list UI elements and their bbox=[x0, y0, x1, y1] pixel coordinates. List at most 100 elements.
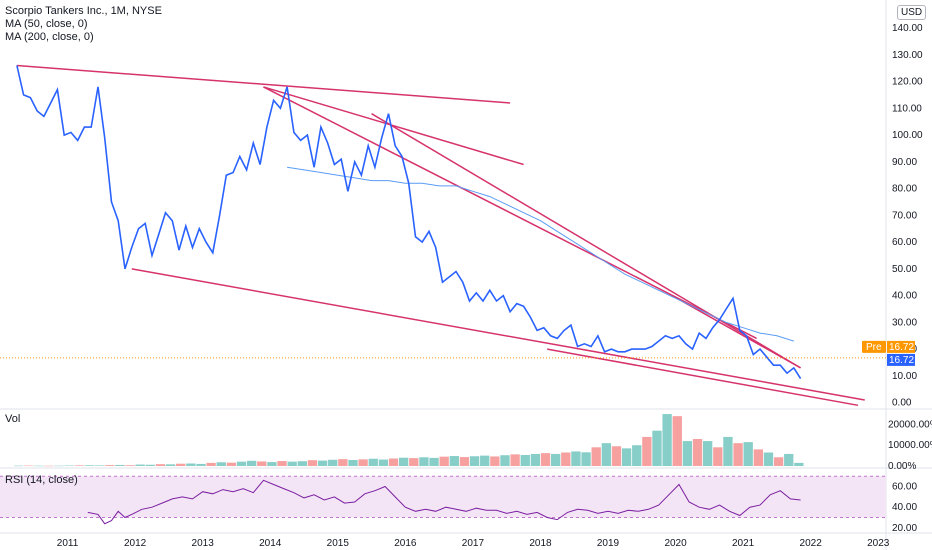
volume-bar bbox=[216, 462, 226, 466]
legend-title: Scorpio Tankers Inc., 1M, NYSE bbox=[5, 5, 162, 17]
x-tick-label: 2021 bbox=[732, 538, 755, 549]
volume-bar bbox=[94, 465, 105, 466]
volume-bar bbox=[368, 458, 378, 466]
volume-bar bbox=[145, 464, 155, 466]
rsi-line bbox=[87, 479, 801, 525]
volume-bar bbox=[672, 416, 682, 466]
rsi-band bbox=[0, 475, 886, 519]
volume-bar bbox=[317, 460, 328, 466]
volume-bar bbox=[621, 448, 632, 466]
trendline bbox=[16, 64, 511, 104]
trendline bbox=[371, 113, 801, 369]
price-tick-label: 90.00 bbox=[892, 157, 917, 168]
price-tick-label: 80.00 bbox=[892, 184, 917, 195]
price-tick-label: 50.00 bbox=[892, 264, 917, 275]
legend-rsi: RSI (14, close) bbox=[5, 474, 78, 486]
rsi-series bbox=[87, 479, 801, 525]
rsi-tick-label: 60.00 bbox=[892, 482, 917, 493]
volume-bar bbox=[571, 451, 581, 466]
price-tick-label: 60.00 bbox=[892, 237, 917, 248]
volume-bar bbox=[591, 447, 601, 466]
volume-bar bbox=[530, 453, 541, 466]
volume-bar bbox=[388, 458, 399, 466]
volume-bar bbox=[520, 454, 530, 466]
volume-bar bbox=[429, 457, 439, 466]
x-tick-label: 2017 bbox=[462, 538, 485, 549]
volume-bar bbox=[459, 457, 470, 466]
trendlines bbox=[16, 64, 865, 407]
volume-bar bbox=[13, 465, 24, 467]
pre-label-badge bbox=[862, 340, 886, 353]
volume-bar bbox=[307, 460, 318, 466]
volume-bar bbox=[784, 453, 794, 466]
volume-bar bbox=[409, 458, 419, 466]
pre-value: 16.72 bbox=[889, 342, 914, 353]
volume-bar bbox=[257, 461, 267, 466]
volume-bar bbox=[743, 442, 753, 466]
volume-bar bbox=[581, 452, 591, 466]
volume-bar bbox=[125, 465, 135, 466]
price-badges: Pre 16.72 16.72 bbox=[862, 340, 915, 366]
x-tick-label: 2019 bbox=[597, 538, 620, 549]
volume-bar bbox=[115, 464, 125, 466]
volume-bar bbox=[196, 463, 206, 466]
volume-bar bbox=[246, 460, 257, 466]
volume-bar bbox=[682, 441, 693, 466]
volume-bar bbox=[480, 455, 490, 466]
volume-bar bbox=[794, 462, 804, 466]
volume-bar bbox=[186, 463, 196, 466]
volume-bar bbox=[165, 464, 176, 466]
vol-tick-label: 0.00% bbox=[888, 461, 916, 472]
x-tick-label: 2012 bbox=[124, 538, 147, 549]
volume-bar bbox=[439, 456, 449, 466]
volume-bar bbox=[550, 453, 561, 466]
volume-bar bbox=[601, 443, 611, 466]
x-tick-label: 2011 bbox=[57, 538, 79, 549]
price-tick-label: 10.00 bbox=[892, 371, 917, 382]
volume-bar bbox=[378, 459, 389, 466]
volume-bar bbox=[713, 447, 723, 466]
price-series bbox=[0, 65, 886, 380]
volume-bar bbox=[723, 436, 733, 466]
price-tick-label: 100.00 bbox=[892, 130, 923, 141]
volume-bar bbox=[297, 461, 307, 466]
price-tick-label: 110.00 bbox=[892, 103, 922, 114]
x-tick-label: 2013 bbox=[192, 538, 215, 549]
volume-bar bbox=[490, 456, 500, 466]
x-tick-label: 2015 bbox=[327, 538, 350, 549]
ma200-line bbox=[287, 166, 794, 342]
trendline bbox=[547, 348, 859, 407]
volume-bar bbox=[34, 465, 44, 467]
volume-bar bbox=[226, 462, 237, 466]
legend-vol: Vol bbox=[5, 413, 21, 425]
volume-bar bbox=[652, 430, 662, 466]
volume-bar bbox=[692, 439, 703, 466]
price-tick-label: 140.00 bbox=[892, 23, 923, 34]
volume-bar bbox=[74, 465, 85, 466]
rsi-tick-label: 40.00 bbox=[892, 502, 917, 513]
volume-bar bbox=[176, 463, 186, 466]
volume-bar bbox=[763, 452, 774, 466]
volume-bar bbox=[419, 457, 429, 466]
price-tick-label: 70.00 bbox=[892, 210, 917, 221]
price-tick-label: 0.00 bbox=[892, 398, 912, 409]
volume-bar bbox=[135, 464, 145, 466]
legend-ma200: MA (200, close, 0) bbox=[5, 31, 94, 43]
currency-button[interactable]: USD bbox=[897, 5, 927, 20]
trendline bbox=[671, 294, 801, 369]
x-tick-label: 2023 bbox=[867, 538, 890, 549]
volume-bars bbox=[13, 414, 804, 467]
price-tick-label: 130.00 bbox=[892, 50, 923, 61]
volume-bar bbox=[398, 457, 409, 466]
volume-bar bbox=[561, 452, 571, 466]
rsi-tick-label: 20.00 bbox=[892, 523, 917, 534]
volume-bar bbox=[267, 462, 277, 466]
volume-bar bbox=[753, 449, 763, 466]
pre-label: Pre bbox=[866, 342, 882, 353]
price-line bbox=[16, 65, 802, 380]
volume-bar bbox=[84, 465, 95, 466]
trendline bbox=[263, 86, 524, 166]
x-tick-label: 2020 bbox=[664, 538, 687, 549]
